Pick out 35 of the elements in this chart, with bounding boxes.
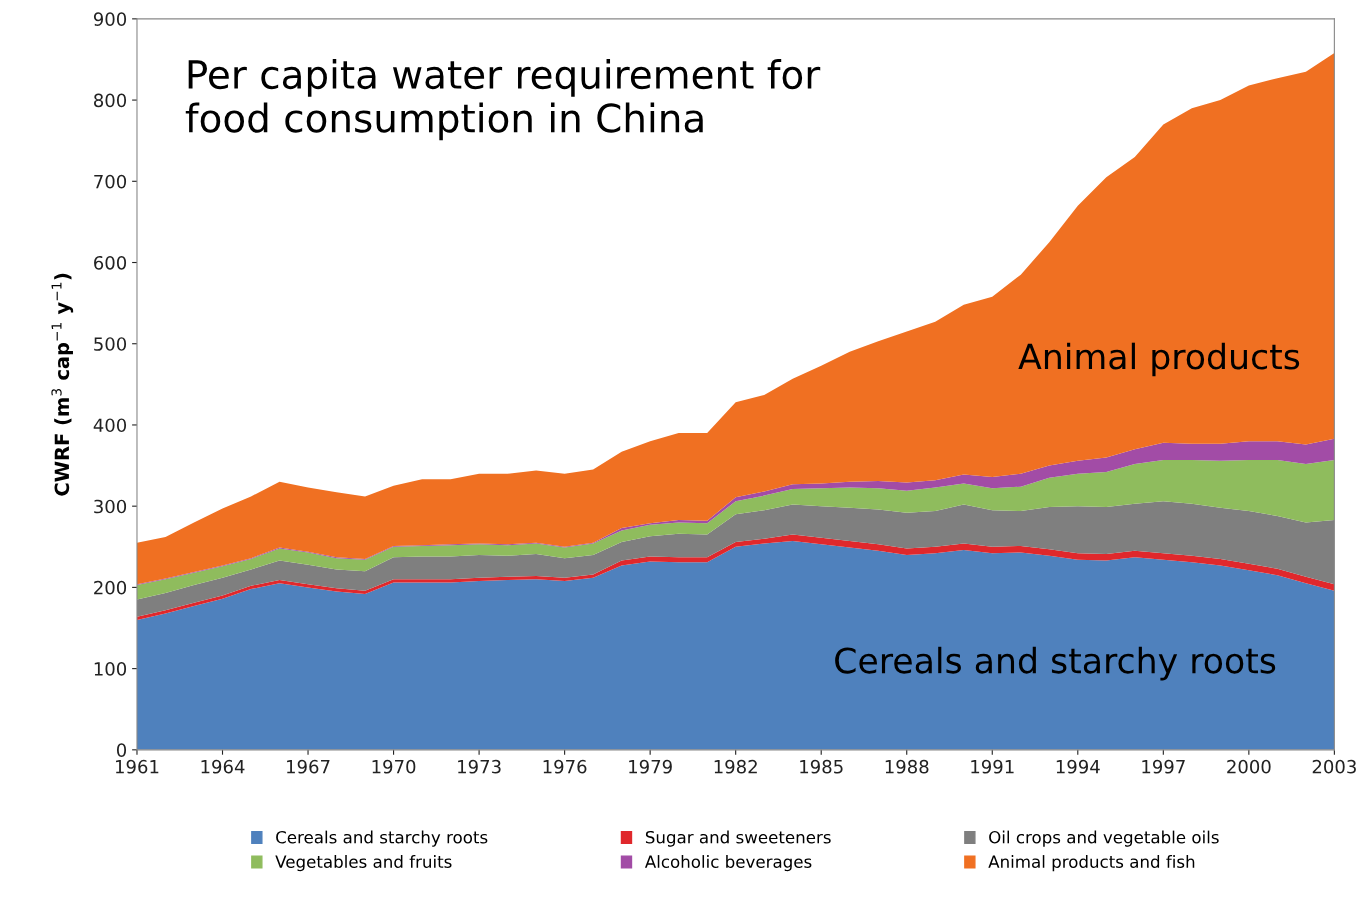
annotation: Animal products — [1018, 342, 1300, 377]
legend-label: Cereals and starchy roots — [276, 830, 488, 847]
x-tick-label: 1991 — [971, 759, 1014, 774]
y-tick-label: 600 — [94, 255, 127, 270]
x-tick-label: 2000 — [1227, 759, 1271, 774]
y-tick-label: 900 — [93, 12, 127, 26]
x-tick-label: 1985 — [800, 759, 843, 774]
x-tick-label: 1976 — [543, 759, 587, 774]
y-tick-label: 300 — [94, 499, 127, 514]
y-tick-label: 100 — [94, 662, 127, 676]
x-tick-label: 2003 — [1312, 759, 1356, 774]
x-tick-label: 1982 — [714, 759, 757, 774]
y-tick-label: 200 — [94, 580, 127, 595]
x-tick-label: 1970 — [372, 759, 416, 774]
y-tick-label: 700 — [94, 174, 127, 189]
y-tick-label: 400 — [93, 418, 127, 433]
y-tick-label: 800 — [94, 93, 127, 108]
legend-label: Alcoholic beverages — [644, 855, 812, 872]
x-tick-label: 1988 — [885, 759, 929, 774]
x-tick-label: 1961 — [115, 759, 159, 774]
legend-label: Animal products and fish — [988, 855, 1195, 872]
y-axis-title: CWRF (m$^{3}$ cap$^{−1}$ y$^{−1}$) — [51, 273, 74, 496]
y-tick-label: 0 — [116, 743, 127, 757]
annotation: Cereals and starchy roots — [835, 646, 1276, 681]
text: Per capita water requirement for food consumption in China — [185, 59, 821, 141]
x-tick-label: 1973 — [458, 759, 501, 774]
y-tick-label: 500 — [94, 337, 127, 351]
legend-label: Vegetables and fruits — [275, 855, 452, 872]
x-tick-label: 1979 — [629, 759, 672, 774]
legend-label: Sugar and sweeteners — [645, 830, 831, 847]
x-tick-label: 1997 — [1142, 759, 1185, 774]
x-tick-label: 1967 — [287, 759, 330, 774]
x-tick-label: 1994 — [1056, 759, 1100, 774]
x-tick-label: 1964 — [201, 759, 245, 774]
legend-label: Oil crops and vegetable oils — [989, 830, 1219, 847]
